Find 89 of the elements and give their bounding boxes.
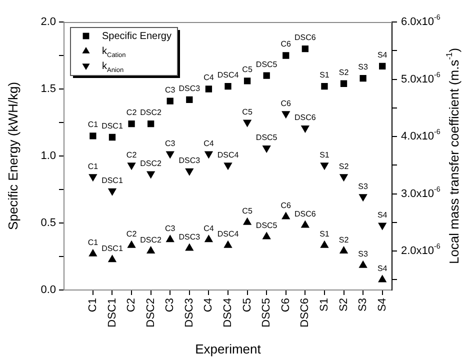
y-tick-label: 1.5	[40, 83, 56, 96]
category-label: C6	[280, 200, 291, 210]
category-label: DSC5	[256, 60, 278, 69]
x-tick-label: S4	[376, 298, 388, 312]
x-tick-label: C6	[280, 298, 292, 312]
y-axis-title: Specific Energy (kWH/kg)	[6, 82, 21, 230]
category-label: S1	[320, 230, 330, 239]
category-label: S3	[358, 62, 368, 72]
x-tick-label: C5	[241, 298, 254, 312]
y2-axis-title: Local mass transfer coefficient (m.s-1)	[444, 48, 462, 264]
category-label: DSC4	[217, 230, 239, 239]
x-tick-label: DSC4	[222, 298, 234, 328]
x-tick-label: DSC5	[260, 298, 273, 328]
category-label: S2	[338, 68, 349, 77]
point	[360, 74, 366, 82]
category-label: C2	[126, 230, 137, 239]
x-axis-title: Experiment	[195, 342, 262, 357]
category-label: C6	[280, 98, 291, 108]
category-label: C3	[165, 224, 176, 233]
category-label: S1	[320, 70, 330, 80]
x-tick-label: C1	[86, 298, 99, 312]
category-label: C6	[280, 40, 291, 49]
category-label: C4	[204, 73, 214, 82]
category-label: DSC2	[140, 235, 162, 244]
legend-label: Specific Energy	[102, 30, 172, 42]
category-label: S2	[338, 235, 349, 244]
x-tick-label: S2	[338, 298, 350, 312]
category-label: DSC3	[178, 84, 200, 93]
point	[321, 82, 328, 90]
category-label: S4	[377, 210, 388, 220]
point	[379, 62, 386, 70]
category-label: S4	[377, 264, 388, 273]
category-label: C2	[126, 150, 137, 160]
category-label: DSC2	[140, 158, 162, 168]
point	[263, 72, 270, 79]
category-label: C5	[242, 206, 252, 216]
category-label: DSC1	[102, 121, 123, 130]
x-tick-label: DSC6	[299, 298, 312, 328]
point	[224, 82, 232, 90]
x-tick-label: S1	[318, 298, 330, 312]
point	[147, 120, 154, 128]
y-tick-label: 0.5	[40, 217, 56, 230]
category-label: DSC6	[294, 113, 316, 122]
point	[166, 98, 174, 104]
category-label: C1	[88, 238, 98, 248]
category-label: DSC1	[102, 176, 123, 186]
x-tick-label: DSC3	[183, 298, 196, 328]
category-label: DSC6	[294, 33, 316, 42]
point	[205, 86, 212, 92]
category-label: S2	[338, 162, 349, 171]
point	[282, 52, 290, 59]
category-label: C5	[242, 107, 252, 116]
category-label: DSC4	[217, 70, 239, 80]
category-label: DSC5	[256, 133, 278, 142]
category-label: S4	[377, 50, 388, 60]
category-label: C1	[88, 120, 98, 130]
category-label: DSC3	[178, 156, 200, 166]
category-label: DSC3	[178, 232, 200, 242]
category-label: DSC5	[256, 220, 278, 230]
category-label: S3	[358, 250, 368, 259]
category-label: DSC4	[217, 150, 239, 160]
point	[302, 45, 309, 52]
point	[340, 80, 348, 87]
category-label: DSC2	[140, 108, 162, 118]
category-label: C3	[165, 138, 176, 148]
point	[128, 120, 135, 128]
x-tick-label: DSC1	[106, 298, 118, 328]
category-label: DSC1	[102, 244, 123, 253]
category-label: DSC6	[294, 209, 316, 218]
category-label: C4	[204, 138, 214, 148]
x-tick-label: C4	[202, 298, 215, 312]
x-tick-label: DSC2	[144, 298, 157, 328]
point	[186, 96, 193, 104]
category-label: C5	[242, 65, 252, 74]
y-tick-label: 1.0	[40, 150, 56, 162]
y-tick-label: 0.0	[40, 284, 56, 296]
x-tick-label: C2	[126, 298, 138, 312]
category-label: C4	[204, 224, 214, 233]
point	[244, 78, 251, 84]
x-tick-label: C3	[164, 298, 176, 312]
point	[108, 134, 116, 141]
x-tick-label: S3	[357, 298, 370, 312]
category-label: C1	[88, 162, 98, 171]
point	[90, 132, 96, 140]
y-tick-label: 2.0	[40, 16, 56, 28]
category-label: C2	[126, 108, 137, 118]
category-label: S1	[320, 150, 330, 160]
category-label: C3	[165, 85, 176, 94]
category-label: S3	[358, 182, 368, 191]
